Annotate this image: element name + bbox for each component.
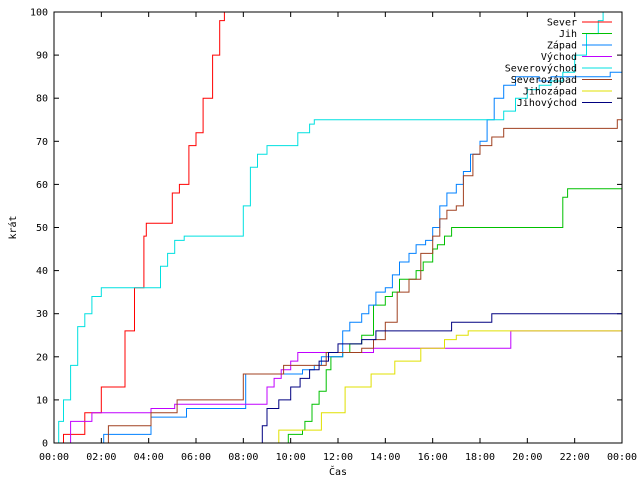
legend-label: Jih bbox=[559, 29, 577, 40]
x-axis-title: Čas bbox=[329, 465, 347, 478]
y-axis: 0 10 20 30 40 50 60 70 80 90 100 bbox=[30, 8, 622, 450]
x-tick-label: 12:00 bbox=[323, 452, 353, 463]
y-axis-title: krát bbox=[7, 215, 19, 239]
series-line-7 bbox=[259, 313, 622, 443]
x-tick-label: 04:00 bbox=[134, 452, 164, 463]
legend-label: Jihovýchod bbox=[517, 97, 577, 109]
series-line-2 bbox=[101, 71, 622, 443]
x-tick-label: 00:00 bbox=[607, 452, 637, 463]
legend-label: Západ bbox=[547, 40, 577, 52]
legend-label: Severovýchod bbox=[505, 63, 577, 75]
legend-label: Sever bbox=[547, 18, 577, 29]
y-tick-label: 20 bbox=[36, 352, 48, 363]
x-tick-label: 06:00 bbox=[181, 452, 211, 463]
x-tick-label: 20:00 bbox=[512, 452, 542, 463]
series-line-0 bbox=[61, 12, 225, 443]
x-tick-label: 02:00 bbox=[86, 452, 116, 463]
y-tick-label: 50 bbox=[36, 223, 48, 234]
legend-label: Východ bbox=[541, 51, 577, 63]
x-tick-label: 18:00 bbox=[465, 452, 495, 463]
x-tick-label: 16:00 bbox=[418, 452, 448, 463]
y-tick-label: 90 bbox=[36, 51, 48, 62]
y-tick-label: 10 bbox=[36, 395, 48, 406]
y-tick-label: 80 bbox=[36, 94, 48, 105]
y-tick-label: 70 bbox=[36, 137, 48, 148]
x-tick-label: 10:00 bbox=[276, 452, 306, 463]
x-tick-label: 00:00 bbox=[39, 452, 69, 463]
series-line-1 bbox=[285, 188, 622, 443]
series-line-6 bbox=[274, 330, 622, 443]
y-tick-label: 60 bbox=[36, 180, 48, 191]
y-tick-label: 0 bbox=[42, 439, 48, 450]
legend-label: Severozápad bbox=[511, 74, 577, 86]
legend: SeverJihZápadVýchodSeverovýchodSeverozáp… bbox=[505, 18, 612, 109]
series-line-5 bbox=[106, 119, 622, 443]
plot-frame bbox=[53, 11, 623, 444]
x-tick-label: 08:00 bbox=[228, 452, 258, 463]
y-tick-label: 30 bbox=[36, 309, 48, 320]
y-tick-label: 100 bbox=[30, 8, 48, 19]
legend-label: Jihozápad bbox=[523, 86, 577, 98]
y-tick-label: 40 bbox=[36, 266, 48, 277]
x-tick-label: 22:00 bbox=[560, 452, 590, 463]
x-tick-label: 14:00 bbox=[370, 452, 400, 463]
x-axis: 00:00 02:00 04:00 06:00 08:00 10:00 12:00 14:00… bbox=[39, 12, 637, 463]
plot-area bbox=[54, 12, 622, 443]
series-line-4 bbox=[54, 12, 604, 443]
